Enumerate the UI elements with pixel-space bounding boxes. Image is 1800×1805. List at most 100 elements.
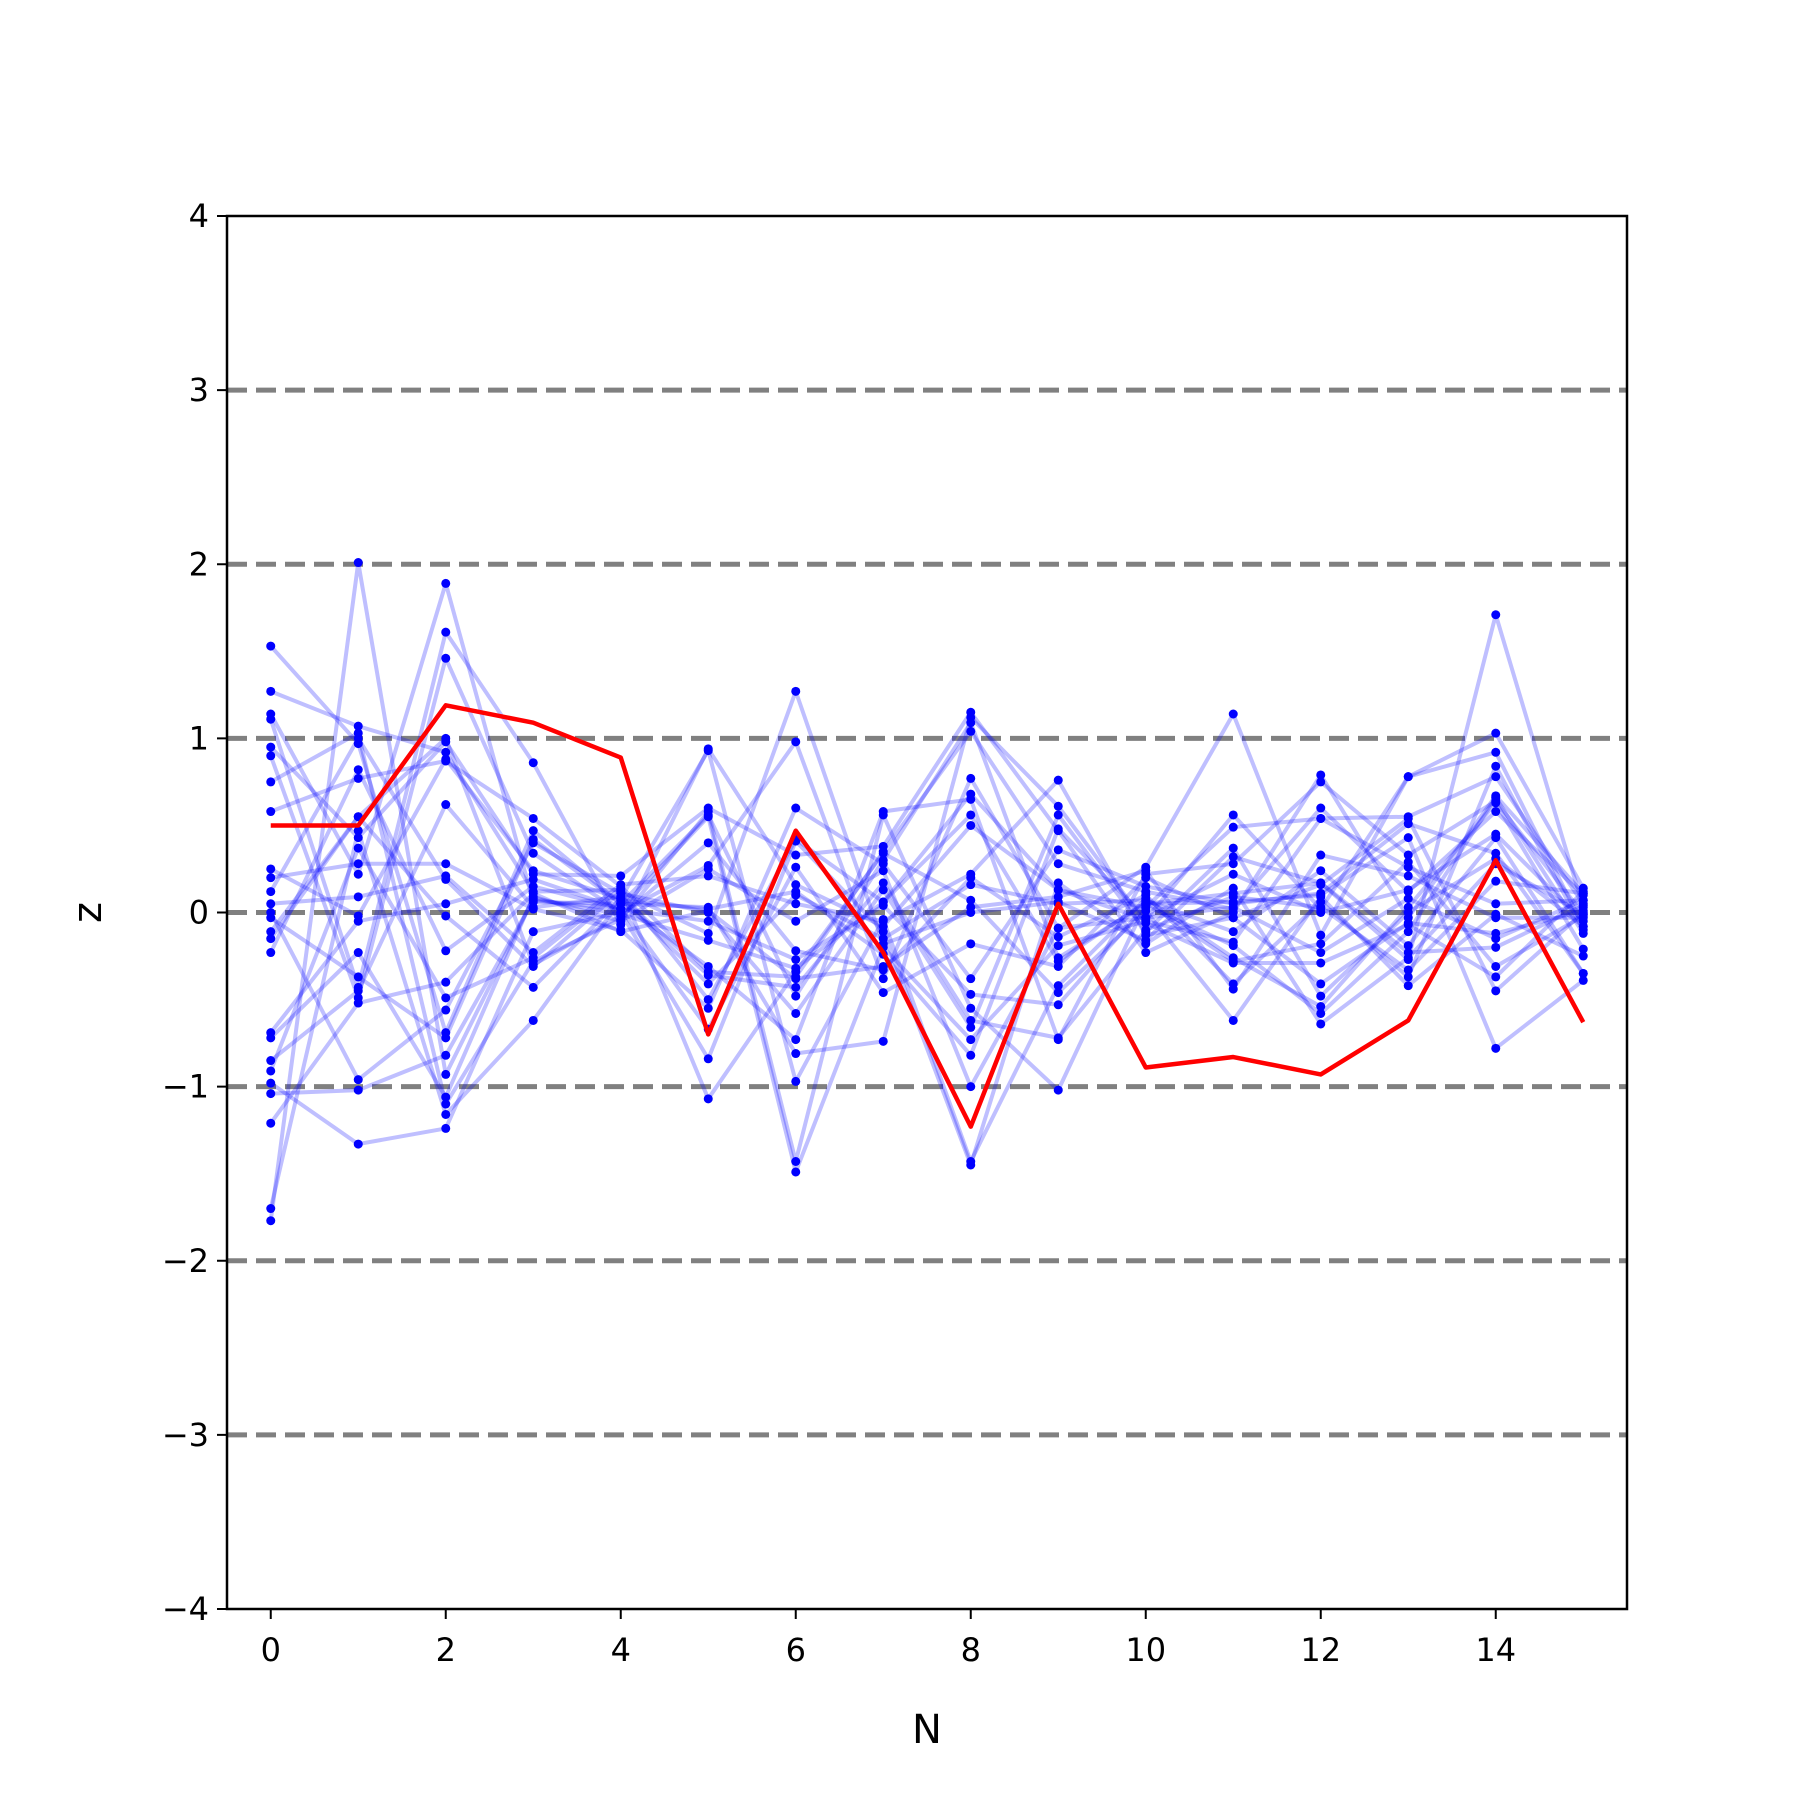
data-point: [1403, 885, 1413, 895]
data-point: [1228, 937, 1238, 947]
data-point: [791, 1049, 801, 1059]
x-tick-label: 12: [1300, 1631, 1341, 1669]
data-point: [1316, 897, 1326, 907]
data-point: [1316, 958, 1326, 968]
data-point: [353, 972, 363, 982]
background-series-lines: [268, 560, 1586, 1221]
data-point: [1403, 894, 1413, 904]
data-point: [266, 908, 276, 917]
data-point: [966, 880, 976, 890]
data-point: [441, 733, 451, 743]
data-point: [266, 1056, 276, 1066]
data-point: [1403, 965, 1413, 975]
data-point: [878, 916, 888, 926]
data-point: [1578, 975, 1588, 985]
background-series-line: [270, 778, 1585, 993]
data-point: [966, 810, 976, 820]
background-series-line: [269, 832, 1585, 1100]
data-point: [1403, 833, 1413, 843]
data-point: [1141, 906, 1151, 916]
data-point: [1053, 941, 1063, 951]
data-point: [1403, 772, 1413, 782]
data-point: [266, 742, 276, 752]
background-series-line: [269, 715, 1585, 1056]
data-point: [1316, 866, 1326, 876]
data-point: [1316, 777, 1326, 787]
data-point: [1053, 1033, 1063, 1043]
data-point: [1053, 1000, 1063, 1010]
data-point: [1491, 610, 1501, 620]
data-point: [1053, 859, 1063, 869]
data-point: [353, 773, 363, 783]
data-point: [791, 887, 801, 897]
x-axis-label: N: [912, 1707, 942, 1753]
background-series-line: [268, 812, 1585, 1082]
data-point: [616, 895, 626, 905]
x-tick-label: 8: [961, 1631, 981, 1669]
data-point: [266, 934, 276, 944]
background-series-line: [268, 826, 1585, 1209]
data-point: [966, 873, 976, 883]
data-point: [266, 807, 276, 817]
data-point: [441, 1109, 451, 1119]
data-point: [441, 1005, 451, 1015]
data-point: [966, 794, 976, 804]
data-point: [353, 1139, 363, 1149]
data-point: [441, 800, 451, 810]
data-point: [353, 843, 363, 853]
data-point: [266, 864, 276, 874]
data-point: [1141, 913, 1151, 923]
data-point: [966, 1022, 976, 1032]
data-point: [353, 998, 363, 1008]
data-point: [441, 627, 451, 637]
data-point: [703, 979, 713, 989]
background-series-line: [270, 814, 1584, 1174]
data-point: [1491, 728, 1501, 738]
y-tick-label: 0: [189, 894, 209, 932]
data-point: [791, 1167, 801, 1177]
data-point: [1053, 845, 1063, 855]
data-point: [878, 810, 888, 820]
data-point: [966, 820, 976, 830]
background-series-line: [269, 839, 1585, 1167]
data-point: [266, 777, 276, 787]
data-point: [441, 899, 451, 909]
data-point: [1403, 850, 1413, 860]
y-tick-label: 4: [189, 197, 209, 235]
data-point: [1491, 986, 1501, 996]
data-point: [1491, 1043, 1501, 1053]
data-point: [1578, 944, 1588, 954]
data-point: [1316, 880, 1326, 890]
data-point: [1141, 948, 1151, 958]
data-point: [878, 934, 888, 944]
data-point: [791, 991, 801, 1001]
data-point: [791, 955, 801, 965]
data-point: [878, 974, 888, 984]
data-point: [1053, 923, 1063, 933]
background-series-line: [268, 656, 1586, 1000]
data-point: [1578, 968, 1588, 978]
data-point: [1491, 961, 1501, 971]
data-point: [703, 864, 713, 874]
data-point: [353, 1085, 363, 1095]
data-point: [1141, 897, 1151, 907]
data-point: [616, 911, 626, 921]
data-point: [1053, 932, 1063, 942]
data-point: [528, 881, 538, 891]
data-point: [966, 1050, 976, 1060]
data-point: [1403, 908, 1413, 917]
data-point: [791, 946, 801, 956]
data-point: [966, 773, 976, 783]
data-point: [878, 965, 888, 975]
data-point: [966, 1003, 976, 1013]
data-point: [1316, 948, 1326, 958]
data-point: [966, 974, 976, 984]
data-point: [266, 1216, 276, 1226]
data-point: [791, 862, 801, 872]
data-point: [1403, 972, 1413, 982]
data-point: [791, 1076, 801, 1086]
data-point: [1578, 895, 1588, 905]
